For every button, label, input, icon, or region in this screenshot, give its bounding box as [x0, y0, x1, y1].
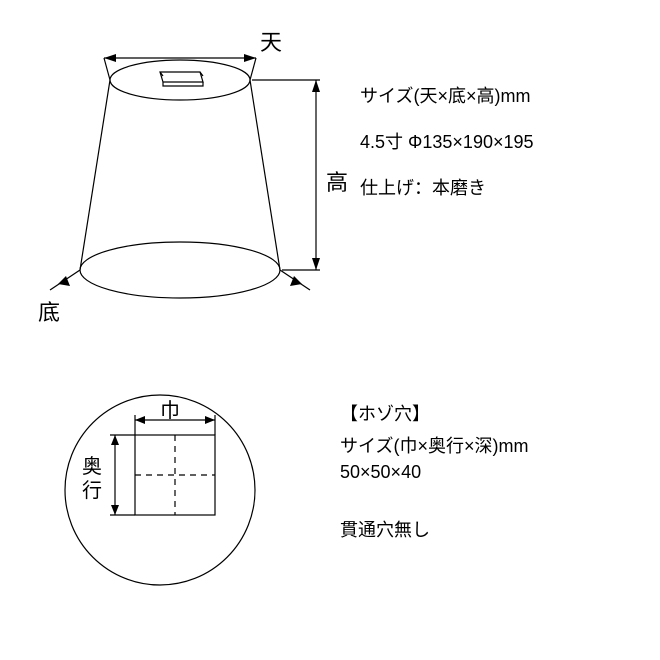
finish-text: 仕上げ：本磨き [360, 174, 486, 200]
size-header-top: サイズ(天×底×高)mm [360, 82, 530, 108]
cone-svg [20, 30, 360, 330]
through-hole-text: 貫通穴無し [340, 516, 430, 542]
hozo-header: 【ホゾ穴】 [340, 400, 430, 426]
label-height-taka: 高 [326, 165, 348, 197]
label-width-haba: 巾 [160, 394, 180, 423]
size-value-bottom: 50×50×40 [340, 462, 421, 483]
size-header-bottom: サイズ(巾×奥行×深)mm [340, 432, 528, 458]
label-bottom-soko: 底 [38, 295, 60, 327]
label-top-ten: 天 [260, 25, 282, 57]
top-drawing [20, 30, 360, 330]
label-depth-oku2: 行 [82, 474, 102, 503]
size-value-top: 4.5寸 Φ135×190×195 [360, 128, 534, 154]
